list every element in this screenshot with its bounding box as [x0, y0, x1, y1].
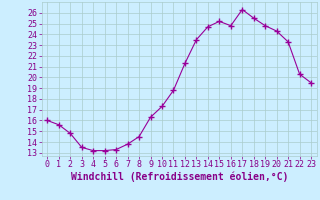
- X-axis label: Windchill (Refroidissement éolien,°C): Windchill (Refroidissement éolien,°C): [70, 172, 288, 182]
